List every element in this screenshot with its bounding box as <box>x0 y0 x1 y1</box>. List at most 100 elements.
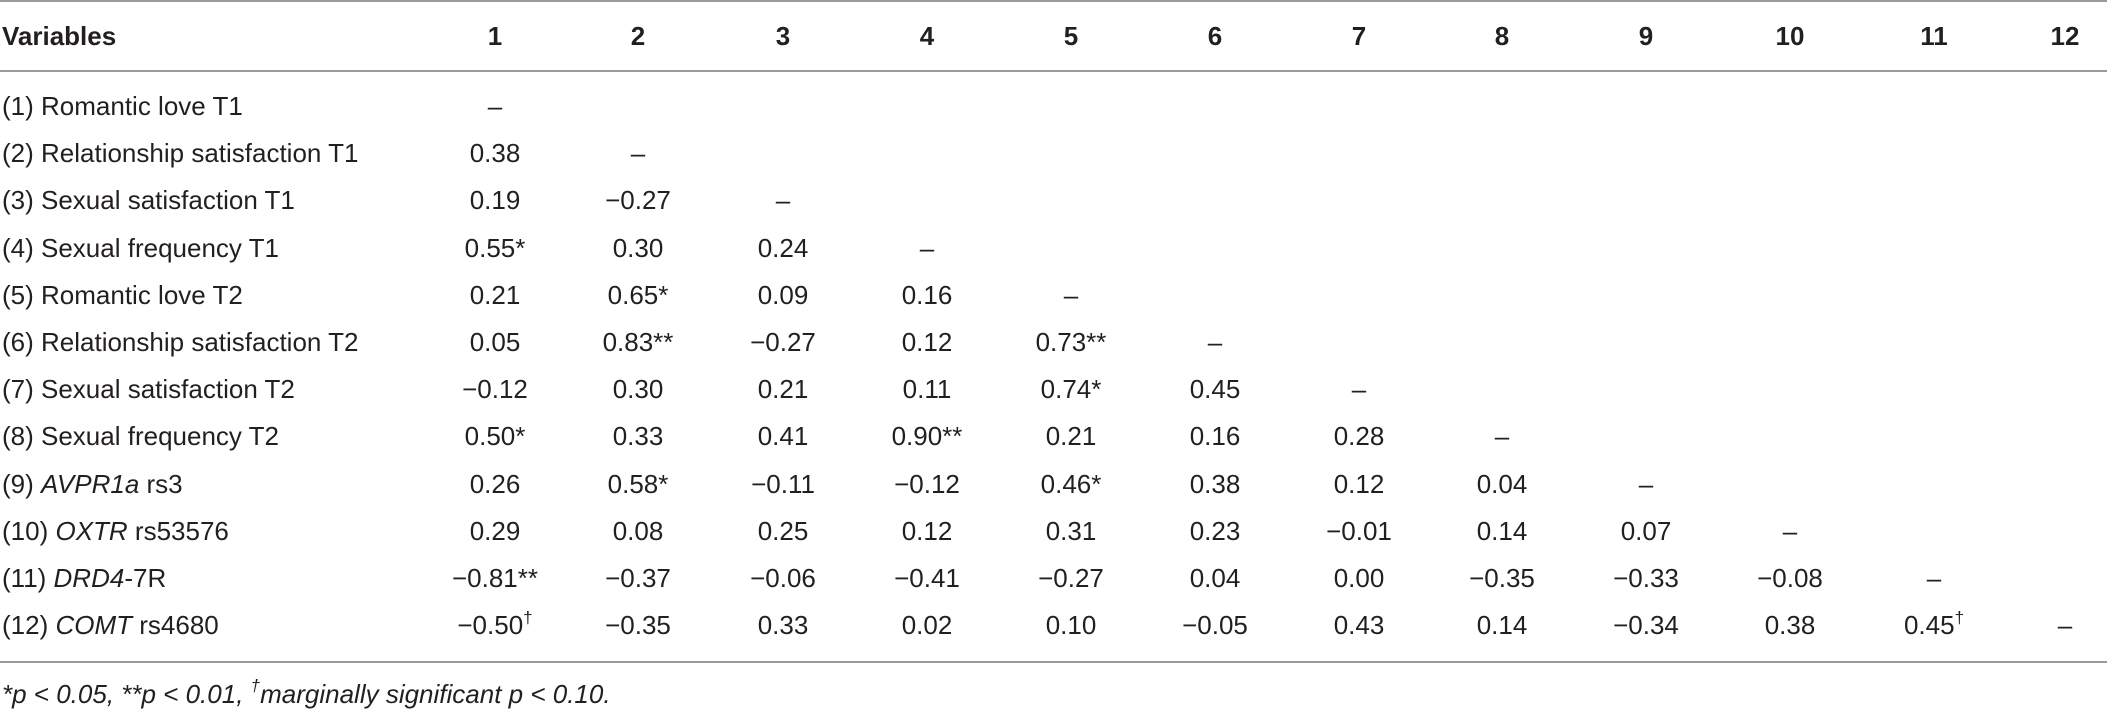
cell-value: 0.43 <box>1333 610 1385 641</box>
table-cell: 0.55* <box>465 232 526 264</box>
row-label: (2) Relationship satisfaction T1 <box>2 137 358 169</box>
cell-value: 0.04 <box>1189 563 1241 593</box>
table-cell: – <box>2058 609 2072 641</box>
row-label: (6) Relationship satisfaction T2 <box>2 326 358 358</box>
cell-value: 0.38 <box>1189 468 1241 499</box>
table-cell: 0.74* <box>1041 373 1102 405</box>
cell-value: −0.06 <box>750 563 816 593</box>
row-label-name: Romantic love T1 <box>41 91 243 121</box>
table-cell: 0.08 <box>613 515 664 547</box>
table-cell: 0.41 <box>758 420 809 452</box>
row-label-prefix: (5) <box>2 279 41 310</box>
cell-value: 0.16 <box>1189 421 1241 452</box>
cell-value: 0.12 <box>901 515 953 546</box>
table-cell: −0.11 <box>751 468 815 500</box>
table-cell: – <box>776 184 790 216</box>
cell-value: −0.27 <box>1038 563 1104 593</box>
table-cell: −0.05 <box>1182 609 1248 641</box>
row-label-name: Romantic love T2 <box>41 279 243 310</box>
dagger-mark: † <box>523 607 533 627</box>
cell-value: 0.33 <box>757 610 809 641</box>
row-label-name: Relationship satisfaction T1 <box>41 138 359 169</box>
header-col-4: 4 <box>919 21 935 51</box>
row-label-name: Sexual frequency T2 <box>41 421 279 452</box>
cell-value: 0.55* <box>464 232 526 263</box>
header-col-11: 11 <box>1920 21 1948 51</box>
row-label-prefix: (2) <box>2 138 41 169</box>
table-cell: 0.30 <box>613 373 664 405</box>
cell-value: −0.05 <box>1182 610 1248 641</box>
cell-value: – <box>1494 421 1510 452</box>
table-cell: 0.30 <box>613 232 664 264</box>
cell-value: 0.14 <box>1476 515 1528 546</box>
row-label-name: Sexual frequency T1 <box>41 232 279 263</box>
table-cell: 0.45† <box>1904 609 1964 641</box>
table-cell: 0.58* <box>608 468 669 500</box>
cell-value: −0.35 <box>605 610 671 641</box>
cell-value: 0.11 <box>902 374 952 405</box>
table-cell: 0.43 <box>1334 609 1385 641</box>
footnote-part2: marginally significant p < 0.10. <box>260 679 611 709</box>
table-cell: 0.10 <box>1046 609 1097 641</box>
row-label-prefix: (4) <box>2 232 41 263</box>
header-rule <box>0 70 2107 72</box>
table-cell: 0.09 <box>758 279 809 311</box>
cell-value: 0.29 <box>469 515 521 546</box>
cell-value: – <box>1782 515 1798 546</box>
table-cell: – <box>920 232 934 264</box>
table-cell: 0.00 <box>1334 562 1385 594</box>
row-label: (7) Sexual satisfaction T2 <box>2 373 295 405</box>
top-rule <box>0 0 2107 2</box>
cell-value: 0.41 <box>757 421 809 452</box>
table-cell: 0.73** <box>1036 326 1107 358</box>
table-cell: −0.12 <box>894 468 960 500</box>
table-cell: 0.50* <box>465 420 526 452</box>
table-cell: 0.14 <box>1477 609 1528 641</box>
cell-value: 0.31 <box>1045 515 1097 546</box>
cell-value: – <box>775 185 791 216</box>
table-cell: −0.35 <box>1469 562 1535 594</box>
cell-value: 0.23 <box>1189 515 1241 546</box>
cell-value: −0.35 <box>1469 563 1535 593</box>
table-cell: – <box>1208 326 1222 358</box>
cell-value: 0.12 <box>901 327 953 357</box>
table-cell: 0.26 <box>470 468 521 500</box>
row-label-prefix: (3) <box>2 185 41 216</box>
table-cell: – <box>631 137 645 169</box>
table-cell: −0.50† <box>457 609 532 641</box>
cell-value: −0.50 <box>457 610 524 641</box>
table-cell: 0.07 <box>1621 515 1672 547</box>
cell-value: 0.08 <box>612 515 664 546</box>
cell-value: 0.33 <box>612 421 664 452</box>
row-label: (9) AVPR1a rs3 <box>2 468 183 500</box>
dagger-mark: † <box>1954 607 1965 627</box>
table-cell: 0.38 <box>470 137 521 169</box>
table-cell: −0.06 <box>750 562 816 594</box>
cell-value: – <box>1063 279 1079 310</box>
cell-value: – <box>1926 563 1942 593</box>
row-label-gene: OXTR <box>55 515 128 546</box>
cell-value: 0.02 <box>901 610 953 641</box>
bottom-rule <box>0 661 2107 663</box>
cell-value: – <box>487 91 503 121</box>
cell-value: 0.83** <box>602 327 674 357</box>
cell-value: −0.41 <box>894 563 960 593</box>
table-cell: 0.16 <box>1190 420 1241 452</box>
cell-value: 0.28 <box>1333 421 1385 452</box>
table-cell: −0.81** <box>452 562 538 594</box>
row-label-gene: COMT <box>55 610 133 641</box>
row-label-name: Sexual satisfaction T1 <box>41 185 295 216</box>
table-cell: 0.21 <box>470 279 521 311</box>
header-col-12: 12 <box>2050 21 2080 51</box>
cell-value: −0.12 <box>894 468 960 499</box>
table-cell: 0.38 <box>1190 468 1241 500</box>
table-cell: 0.05 <box>470 326 521 358</box>
cell-value: 0.46* <box>1040 468 1102 499</box>
table-cell: −0.27 <box>605 184 671 216</box>
table-cell: – <box>1639 468 1653 500</box>
table-cell: – <box>1783 515 1797 547</box>
cell-value: −0.08 <box>1757 563 1823 593</box>
row-label-name: rs3 <box>139 468 183 499</box>
cell-value: 0.45 <box>1189 374 1241 405</box>
table-cell: 0.25 <box>758 515 809 547</box>
